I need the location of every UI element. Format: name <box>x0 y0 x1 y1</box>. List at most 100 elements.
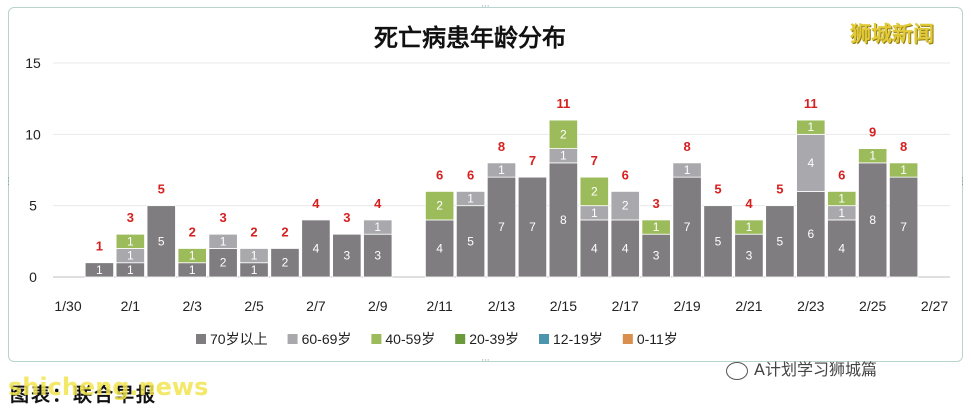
total-label: 3 <box>653 196 660 211</box>
x-tick-label: 2/5 <box>244 298 264 314</box>
bar-segment <box>610 219 640 278</box>
bar-segment-label: 1 <box>560 149 567 163</box>
resize-handle-bottom[interactable]: ··· <box>481 356 490 366</box>
total-label: 11 <box>556 96 570 111</box>
bar-segment-label: 3 <box>746 249 753 263</box>
legend-swatch <box>196 334 206 344</box>
bar-segment-label: 2 <box>220 256 227 270</box>
bar-segment <box>239 248 269 264</box>
legend-label: 12-19岁 <box>553 331 603 347</box>
resize-handle-top[interactable]: ··· <box>481 2 490 12</box>
x-tick-label: 2/3 <box>182 298 202 314</box>
total-label: 4 <box>312 196 320 211</box>
bar-segment <box>208 248 238 278</box>
bar-segment-label: 1 <box>189 263 196 277</box>
wechat-icon <box>726 361 748 380</box>
y-tick-label: 15 <box>25 55 41 71</box>
y-tick-label: 5 <box>29 198 37 214</box>
bar-segment-label: 1 <box>220 234 227 248</box>
bar-segment-label: 1 <box>127 234 134 248</box>
bar-segment-label: 3 <box>344 249 351 263</box>
bar-segment-label: 1 <box>838 206 845 220</box>
x-tick-label: 2/27 <box>921 298 948 314</box>
bar-segment-label: 4 <box>622 241 629 255</box>
total-label: 4 <box>374 196 382 211</box>
total-label: 7 <box>591 153 598 168</box>
bar-segment <box>208 233 238 249</box>
site-watermark: shicheng.news <box>8 373 209 401</box>
bar-segment-label: 1 <box>838 192 845 206</box>
bar-segment-label: 1 <box>251 249 258 263</box>
bar-segment <box>827 219 857 278</box>
bar-segment <box>425 190 455 221</box>
total-label: 5 <box>714 182 721 197</box>
x-tick-label: 1/30 <box>54 298 81 314</box>
bar-segment <box>270 248 300 278</box>
legend-swatch <box>539 334 550 344</box>
bar-segment-label: 2 <box>591 184 598 198</box>
total-label: 6 <box>838 167 845 182</box>
bar-segment-label: 7 <box>900 220 907 234</box>
bar-segment-label: 1 <box>127 249 134 263</box>
total-label: 3 <box>343 210 350 225</box>
bar-segment-label: 8 <box>869 213 876 227</box>
total-label: 8 <box>900 139 907 154</box>
bar-segment <box>610 190 640 221</box>
bar-segment-label: 5 <box>777 234 784 248</box>
total-label: 3 <box>220 210 227 225</box>
bar-segment <box>888 162 919 178</box>
x-tick-label: 2/13 <box>488 298 515 314</box>
bar-segment <box>858 148 888 164</box>
bar-segment-label: 1 <box>900 163 907 177</box>
bar-segment-label: 1 <box>498 163 505 177</box>
x-tick-label: 2/1 <box>121 298 141 314</box>
caption: 图表：联合早报 <box>10 384 158 406</box>
bar-segment <box>517 176 548 278</box>
bar-segment-label: 2 <box>282 256 289 270</box>
bar-segment <box>548 162 578 278</box>
bar-segment-label: 4 <box>807 156 814 170</box>
total-label: 11 <box>804 96 818 111</box>
resize-handle-right[interactable]: ⋮ <box>958 177 967 187</box>
bar-segment-label: 2 <box>560 127 567 141</box>
total-label: 2 <box>189 224 196 239</box>
total-label: 6 <box>622 167 629 182</box>
bar-segment <box>363 219 393 235</box>
bar-segment-label: 4 <box>436 241 443 255</box>
bar-segment-label: 5 <box>467 234 474 248</box>
x-tick-label: 2/7 <box>306 298 326 314</box>
bar-segment-label: 1 <box>251 263 258 277</box>
bar-segment <box>672 162 702 178</box>
bars: 1111135511221311222443331442651671877812… <box>84 96 919 278</box>
total-label: 6 <box>436 167 443 182</box>
total-label: 1 <box>96 239 103 254</box>
bar-segment <box>332 233 362 278</box>
bar-segment <box>703 205 733 278</box>
resize-handle-left[interactable]: ⋮ <box>4 177 13 187</box>
bar-segment <box>363 233 393 278</box>
legend-label: 20-39岁 <box>469 331 519 347</box>
bar-segment-label: 1 <box>807 120 814 134</box>
total-label: 9 <box>869 125 876 140</box>
x-axis: 1/30 2/1 2/3 2/5 2/7 2/9 2/11 2/13 2/15 2/17 2/19 2… <box>54 298 948 314</box>
bar-segment-label: 8 <box>560 213 567 227</box>
bar-segment <box>548 119 578 149</box>
bar-segment <box>796 133 826 192</box>
bar-segment-label: 1 <box>591 206 598 220</box>
bar-segment <box>796 119 826 135</box>
legend-label: 60-69岁 <box>302 331 352 347</box>
bar-segment-label: 4 <box>591 241 598 255</box>
bar-segment <box>734 233 764 278</box>
total-label: 2 <box>250 224 257 239</box>
bar-segment-label: 1 <box>653 220 660 234</box>
y-tick-label: 10 <box>25 126 41 142</box>
bar-segment-label: 1 <box>96 263 103 277</box>
bar-segment-label: 7 <box>498 220 505 234</box>
chart-title: 死亡病患年龄分布 <box>374 24 566 52</box>
total-label: 4 <box>745 196 753 211</box>
wechat-source: A计划学习狮城篇 <box>726 356 877 380</box>
legend-swatch <box>622 334 633 344</box>
total-label: 8 <box>683 139 690 154</box>
x-tick-label: 2/17 <box>612 298 639 314</box>
bar-segment <box>455 190 486 207</box>
